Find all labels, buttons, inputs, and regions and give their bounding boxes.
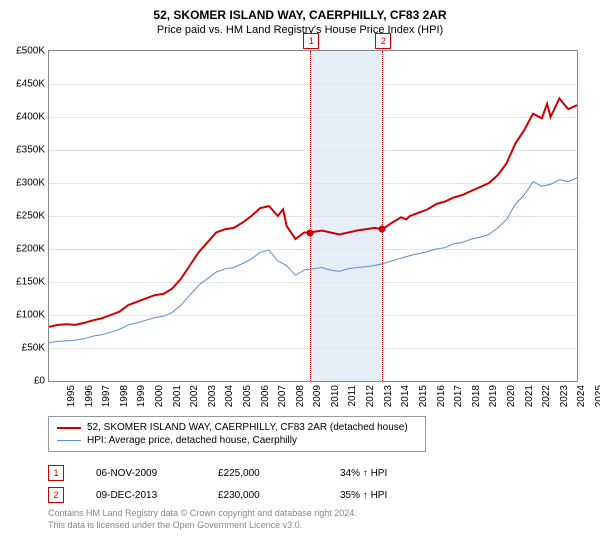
y-axis-label: £450K [16, 79, 49, 90]
x-axis-label: 2002 [189, 385, 200, 407]
x-axis-label: 2022 [541, 385, 552, 407]
x-axis-label: 2008 [295, 385, 306, 407]
y-axis-label: £300K [16, 178, 49, 189]
x-axis-label: 2023 [559, 385, 570, 407]
x-axis-label: 1997 [101, 385, 112, 407]
x-axis-label: 2014 [400, 385, 411, 407]
legend-label-hpi: HPI: Average price, detached house, Caer… [87, 435, 297, 446]
transaction-marker-2: 2 [48, 487, 64, 503]
transaction-hpi-2: 35% ↑ HPI [340, 490, 430, 501]
x-axis-label: 2021 [523, 385, 534, 407]
transaction-dot [379, 226, 386, 233]
x-axis-label: 2015 [418, 385, 429, 407]
legend-swatch-hpi [57, 440, 81, 441]
x-axis-label: 2000 [154, 385, 165, 407]
x-axis-label: 2010 [330, 385, 341, 407]
chart-container: 52, SKOMER ISLAND WAY, CAERPHILLY, CF83 … [0, 0, 600, 560]
x-axis-label: 2004 [224, 385, 235, 407]
x-axis-label: 1995 [66, 385, 77, 407]
transaction-marker-box: 2 [375, 33, 391, 49]
x-axis-label: 2016 [435, 385, 446, 407]
legend-row-property: 52, SKOMER ISLAND WAY, CAERPHILLY, CF83 … [57, 421, 417, 434]
transactions-table: 1 06-NOV-2009 £225,000 34% ↑ HPI 2 09-DE… [48, 462, 430, 506]
transaction-marker-1: 1 [48, 465, 64, 481]
x-axis-label: 2012 [365, 385, 376, 407]
transaction-price-1: £225,000 [218, 468, 308, 479]
y-axis-label: £400K [16, 112, 49, 123]
x-axis-label: 1996 [83, 385, 94, 407]
legend-label-property: 52, SKOMER ISLAND WAY, CAERPHILLY, CF83 … [87, 422, 408, 433]
chart-title: 52, SKOMER ISLAND WAY, CAERPHILLY, CF83 … [0, 0, 600, 22]
chart-subtitle: Price paid vs. HM Land Registry's House … [0, 22, 600, 36]
x-axis-label: 2009 [312, 385, 323, 407]
transaction-row: 1 06-NOV-2009 £225,000 34% ↑ HPI [48, 462, 430, 484]
x-axis-label: 2013 [383, 385, 394, 407]
chart-lines-svg [49, 51, 577, 381]
legend-box: 52, SKOMER ISLAND WAY, CAERPHILLY, CF83 … [48, 416, 426, 452]
y-axis-label: £150K [16, 277, 49, 288]
x-axis-label: 2017 [453, 385, 464, 407]
x-axis-label: 2018 [471, 385, 482, 407]
footer-attribution: Contains HM Land Registry data © Crown c… [48, 508, 357, 531]
x-axis-label: 2019 [488, 385, 499, 407]
x-axis-label: 2020 [506, 385, 517, 407]
transaction-dot [307, 229, 314, 236]
series-line-hpi [49, 178, 577, 343]
y-axis-label: £0 [34, 376, 49, 387]
footer-line2: This data is licensed under the Open Gov… [48, 520, 357, 532]
x-axis-label: 2006 [259, 385, 270, 407]
transaction-price-2: £230,000 [218, 490, 308, 501]
x-axis-label: 2024 [576, 385, 587, 407]
transaction-marker-box: 1 [303, 33, 319, 49]
x-axis-label: 2005 [242, 385, 253, 407]
legend-swatch-property [57, 427, 81, 429]
y-axis-label: £250K [16, 211, 49, 222]
transaction-hpi-1: 34% ↑ HPI [340, 468, 430, 479]
y-axis-label: £100K [16, 310, 49, 321]
y-axis-label: £350K [16, 145, 49, 156]
series-line-property [49, 99, 577, 327]
transaction-date-2: 09-DEC-2013 [96, 490, 186, 501]
x-axis-label: 2001 [171, 385, 182, 407]
x-axis-label: 1999 [136, 385, 147, 407]
legend-row-hpi: HPI: Average price, detached house, Caer… [57, 434, 417, 447]
y-axis-label: £50K [22, 343, 49, 354]
x-axis-label: 1998 [119, 385, 130, 407]
transaction-row: 2 09-DEC-2013 £230,000 35% ↑ HPI [48, 484, 430, 506]
x-axis-label: 2011 [347, 385, 358, 407]
y-axis-label: £200K [16, 244, 49, 255]
x-axis-label: 2025 [594, 385, 600, 407]
x-axis-label: 2007 [277, 385, 288, 407]
chart-plot-area: £0£50K£100K£150K£200K£250K£300K£350K£400… [48, 50, 578, 382]
transaction-date-1: 06-NOV-2009 [96, 468, 186, 479]
y-axis-label: £500K [16, 46, 49, 57]
x-axis-label: 2003 [207, 385, 218, 407]
footer-line1: Contains HM Land Registry data © Crown c… [48, 508, 357, 520]
